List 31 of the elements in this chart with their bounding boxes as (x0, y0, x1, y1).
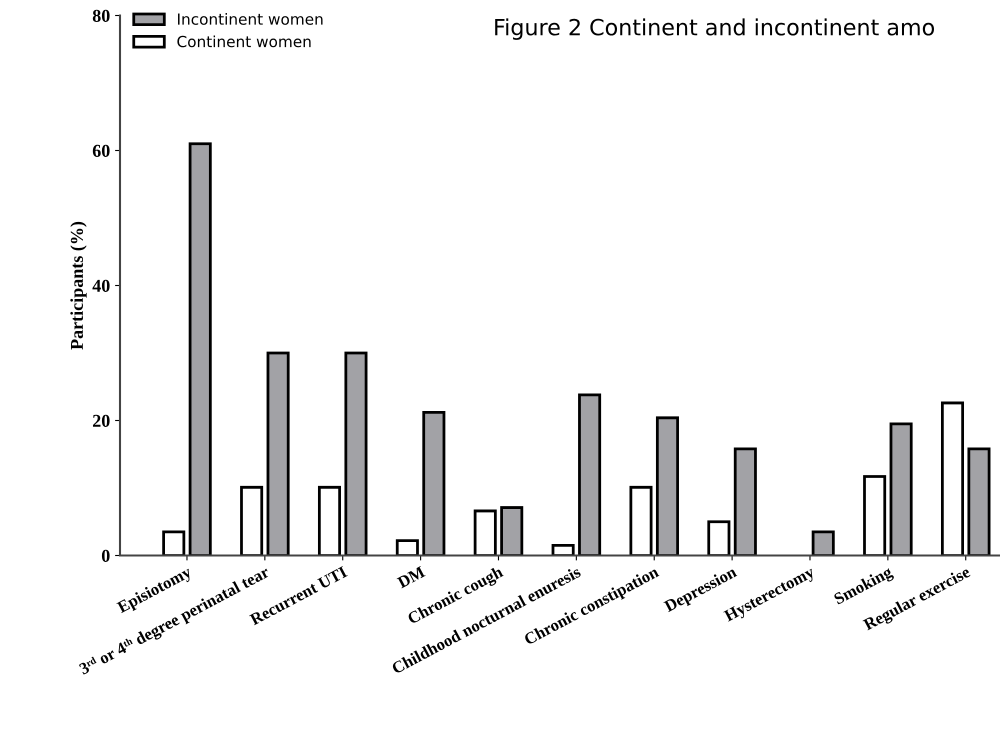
legend-label: Continent women (177, 35, 311, 48)
bar (734, 447, 757, 556)
bar (552, 544, 575, 556)
bar (863, 475, 886, 556)
y-tick-label: 80 (92, 10, 110, 22)
bar (318, 486, 341, 556)
bar (266, 352, 290, 556)
legend-label: Incontinent women (178, 13, 323, 25)
bar (967, 447, 990, 556)
x-tick-label: DM (396, 566, 426, 588)
bar (396, 539, 419, 556)
bar (812, 530, 835, 556)
bar (656, 416, 679, 556)
y-tick-label: 20 (92, 414, 110, 427)
bar (344, 352, 368, 556)
bar (940, 402, 964, 556)
bar (188, 142, 212, 556)
y-tick-label: 60 (92, 144, 110, 157)
bar (707, 520, 730, 556)
bar (629, 486, 653, 556)
chart-title: Figure 2 Continent and incontinent amo (495, 18, 934, 40)
bar (890, 422, 913, 556)
bar (162, 530, 186, 556)
y-tick-label: 0 (102, 550, 110, 562)
bar (474, 510, 497, 556)
bar (240, 486, 264, 556)
bar (422, 411, 446, 556)
bar (500, 506, 524, 556)
y-tick-label: 40 (92, 280, 110, 292)
bar (578, 393, 602, 556)
y-axis-title: Participants (%) (70, 222, 87, 350)
